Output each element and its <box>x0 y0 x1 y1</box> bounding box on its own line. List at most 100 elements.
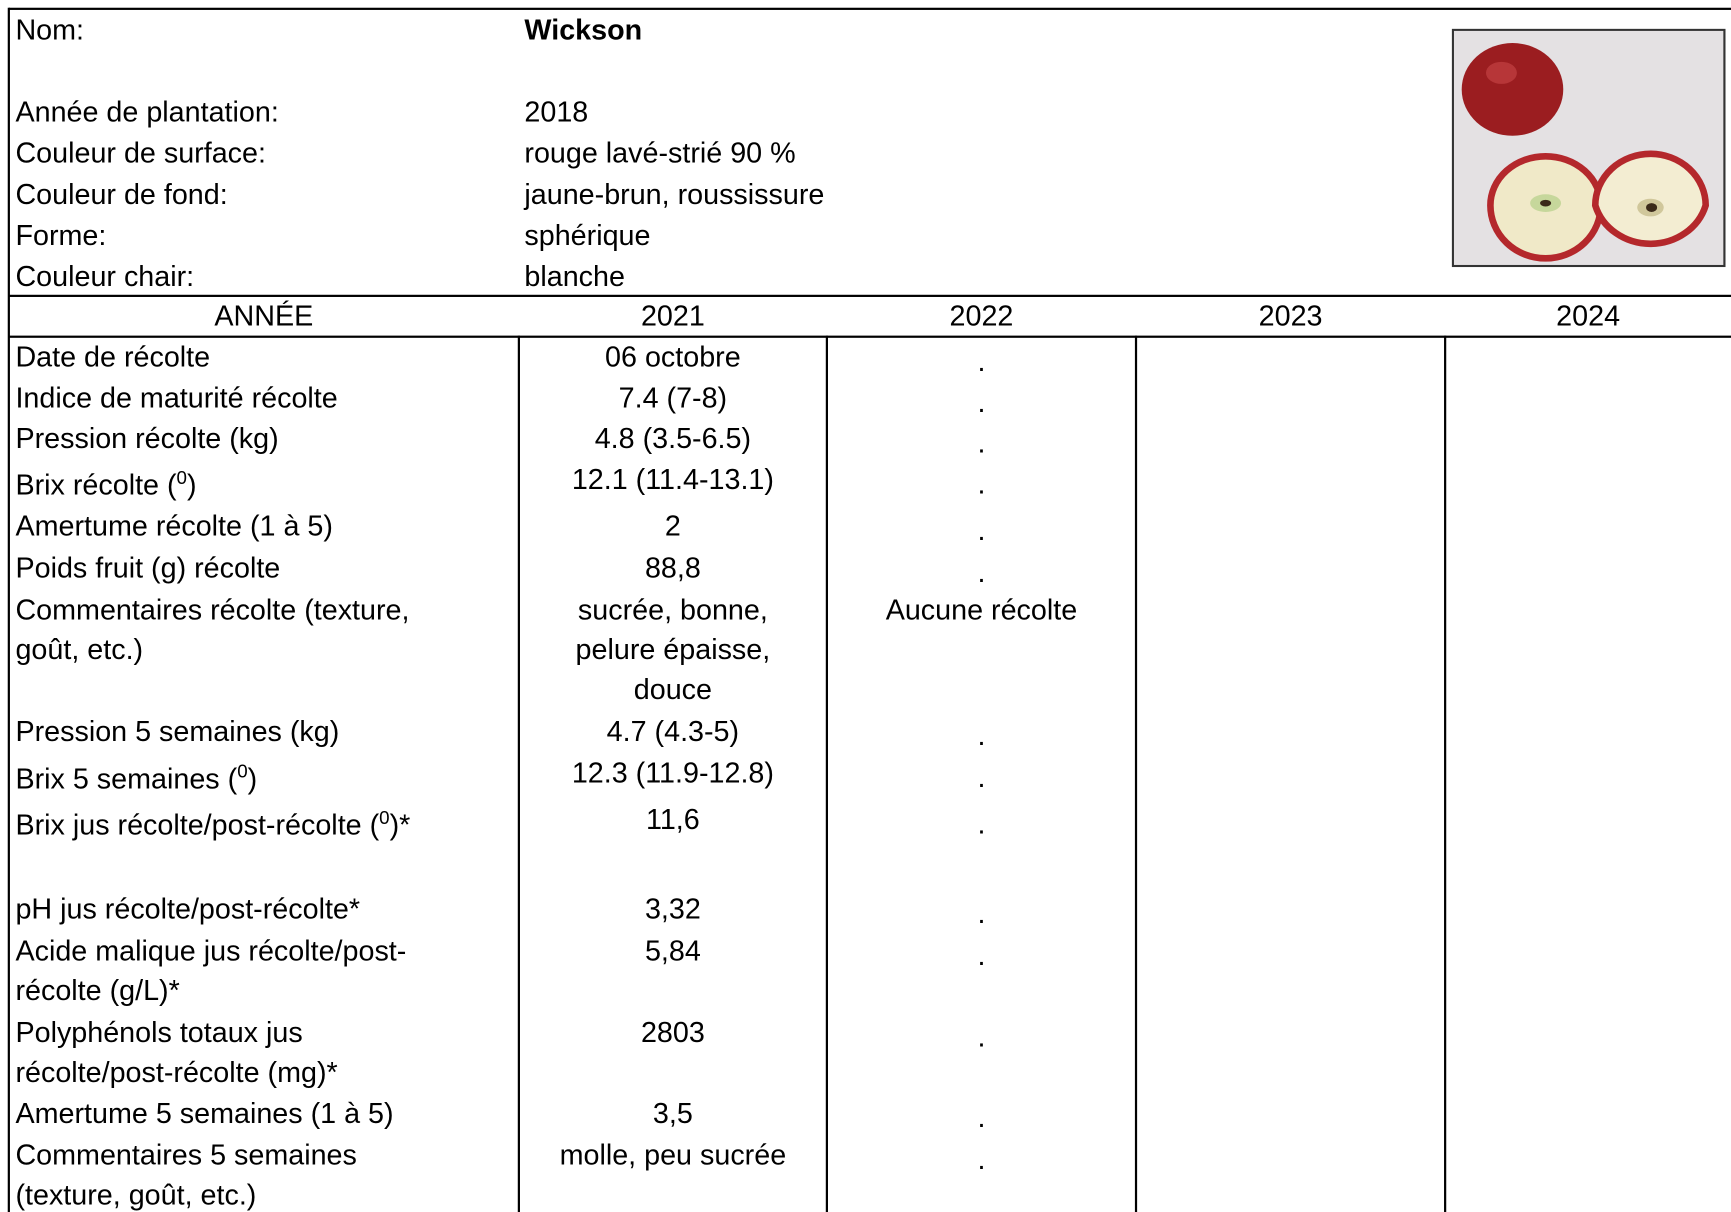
cell: . <box>827 423 1136 463</box>
text: . <box>977 1142 986 1176</box>
cell: . <box>827 893 1136 933</box>
cell: 12.3 (11.9-12.8) <box>519 753 827 793</box>
row-label: Poids fruit (g) récolte <box>15 548 280 588</box>
field-label: Couleur de fond: <box>15 174 227 214</box>
cell: 11,6 <box>519 799 827 839</box>
text: récolte/post-récolte (mg)* <box>15 1055 338 1089</box>
cell: 3,5 <box>519 1093 827 1133</box>
cell: 3,32 <box>519 889 827 929</box>
cell: 88,8 <box>519 548 827 588</box>
cell: molle, peu sucrée <box>519 1135 827 1175</box>
text: récolte (g/L)* <box>15 973 180 1007</box>
cell: 06 octobre <box>519 337 827 377</box>
row-label: Polyphénols totaux jus récolte/post-récol… <box>15 1012 337 1091</box>
row-label: Date de récolte <box>15 337 210 377</box>
text: . <box>977 807 986 841</box>
text: Brix 5 semaines ( <box>15 761 238 795</box>
text: Couleur chair: <box>15 259 195 293</box>
text: Poids fruit (g) récolte <box>15 550 281 585</box>
text: . <box>977 760 986 794</box>
text: ANNÉE <box>214 299 314 333</box>
cell: . <box>827 804 1136 844</box>
text: Pression 5 semaines (kg) <box>15 714 340 748</box>
row-label: Indice de maturité récolte <box>15 378 337 418</box>
text: . <box>977 555 986 589</box>
text: 4.8 (3.5-6.5) <box>594 421 752 455</box>
text: Amertume récolte (1 à 5) <box>15 508 333 543</box>
border <box>7 7 10 1212</box>
text: . <box>977 426 986 460</box>
text: Année de plantation: <box>15 94 279 129</box>
text: rouge lavé-strié 90 % <box>524 135 796 169</box>
row-label: Commentaires 5 semaines (texture, goût, e… <box>15 1135 356 1212</box>
text: 3,5 <box>652 1096 693 1130</box>
field-value: rouge lavé-strié 90 % <box>524 132 795 172</box>
cell: 5,84 <box>519 931 827 971</box>
row-label: Brix 5 semaines (0) <box>15 758 257 798</box>
text: 12.3 (11.9-12.8) <box>571 756 774 790</box>
column-header: 2022 <box>827 296 1136 336</box>
text: . <box>977 466 986 501</box>
text: Couleur de surface: <box>15 135 266 169</box>
text: . <box>977 896 986 930</box>
text: pH jus récolte/post-récolte* <box>15 892 361 926</box>
text: . <box>977 344 986 378</box>
border <box>8 7 1731 10</box>
cell: 2803 <box>519 1012 827 1052</box>
cell: . <box>827 1139 1136 1179</box>
text: . <box>977 385 986 419</box>
text: Polyphénols totaux jus <box>15 1015 303 1049</box>
text: 2023 <box>1258 299 1323 333</box>
text: Aucune récolte <box>885 592 1078 626</box>
column-header: 2024 <box>1445 296 1731 336</box>
cell: sucrée, bonne, pelure épaisse, douce <box>519 590 827 709</box>
name-value: Wickson <box>524 13 643 47</box>
text: . <box>977 1020 986 1054</box>
name-label: Nom: <box>15 10 84 50</box>
cell: . <box>827 1017 1136 1057</box>
text: douce <box>633 672 712 706</box>
field-value: sphérique <box>524 215 650 255</box>
column-header: 2021 <box>519 296 827 336</box>
superscript: 0 <box>237 761 248 783</box>
text: ) <box>187 468 197 502</box>
field-label: Année de plantation: <box>15 92 278 132</box>
text: pelure épaisse, <box>575 632 771 666</box>
text: Date de récolte <box>15 340 211 374</box>
text: ) <box>247 761 258 795</box>
row-label: Pression récolte (kg) <box>15 418 278 458</box>
cell: 4.7 (4.3-5) <box>519 711 827 751</box>
column-rule <box>1444 335 1447 1212</box>
text: 2 <box>664 508 681 543</box>
text: (texture, goût, etc.) <box>15 1177 257 1212</box>
text: )* <box>389 808 411 842</box>
text: blanche <box>524 259 625 293</box>
cell: Aucune récolte <box>827 590 1136 630</box>
row-label: Brix jus récolte/post-récolte (0)* <box>15 805 410 845</box>
border <box>8 294 1731 297</box>
field-value: jaune-brun, roussissure <box>524 174 824 214</box>
text: 7.4 (7-8) <box>618 380 728 414</box>
text: sphérique <box>524 218 651 252</box>
text: 5,84 <box>644 933 701 968</box>
text: jaune-brun, roussissure <box>524 177 825 211</box>
cell: 2 <box>519 506 827 546</box>
text: . <box>977 718 986 752</box>
cell: . <box>827 1097 1136 1137</box>
text: . <box>977 938 986 972</box>
text: 06 octobre <box>605 340 741 374</box>
cell: 4.8 (3.5-6.5) <box>519 418 827 458</box>
text: 2803 <box>640 1015 705 1049</box>
text: Couleur de fond: <box>15 177 228 211</box>
text: goût, etc.) <box>15 632 144 666</box>
row-label: pH jus récolte/post-récolte* <box>15 889 360 929</box>
text: 2024 <box>1556 299 1621 333</box>
cell: . <box>827 382 1136 422</box>
field-value: 2018 <box>524 92 588 132</box>
text: sucrée, bonne, <box>577 592 768 626</box>
text: Acide malique jus récolte/post- <box>15 933 407 968</box>
column-header: 2023 <box>1136 296 1445 336</box>
text: 2022 <box>949 299 1014 333</box>
cell: . <box>827 552 1136 592</box>
